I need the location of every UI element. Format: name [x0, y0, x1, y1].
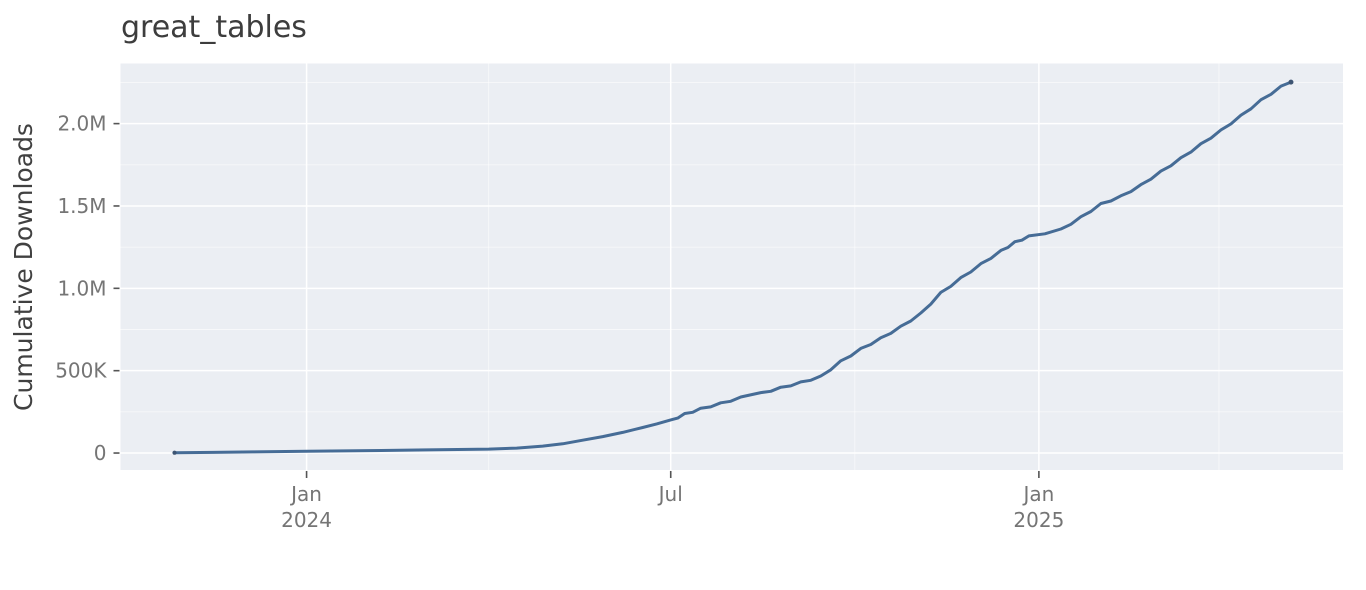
y-tick-label: 500K — [55, 359, 107, 383]
x-tick-sublabel: 2024 — [281, 508, 332, 532]
line-endpoint-dot — [1288, 79, 1294, 85]
x-tick-label: Jul — [657, 482, 683, 506]
y-tick-label: 0 — [94, 441, 107, 465]
data-series-layer — [172, 79, 1294, 455]
x-tick-label: Jan — [289, 482, 322, 506]
y-tick-label: 2.0M — [57, 112, 106, 136]
y-axis-title: Cumulative Downloads — [9, 123, 38, 411]
chart-title: great_tables — [121, 10, 307, 45]
plot-panel — [120, 63, 1343, 470]
y-tick-label: 1.0M — [57, 276, 106, 300]
line-start-dot — [172, 450, 177, 455]
y-tick-label: 1.5M — [57, 194, 106, 218]
x-tick-sublabel: 2025 — [1013, 508, 1064, 532]
data-line-great-tables — [173, 80, 1293, 455]
x-tick-label: Jan — [1021, 482, 1054, 506]
plot-panel-layer — [120, 63, 1343, 470]
